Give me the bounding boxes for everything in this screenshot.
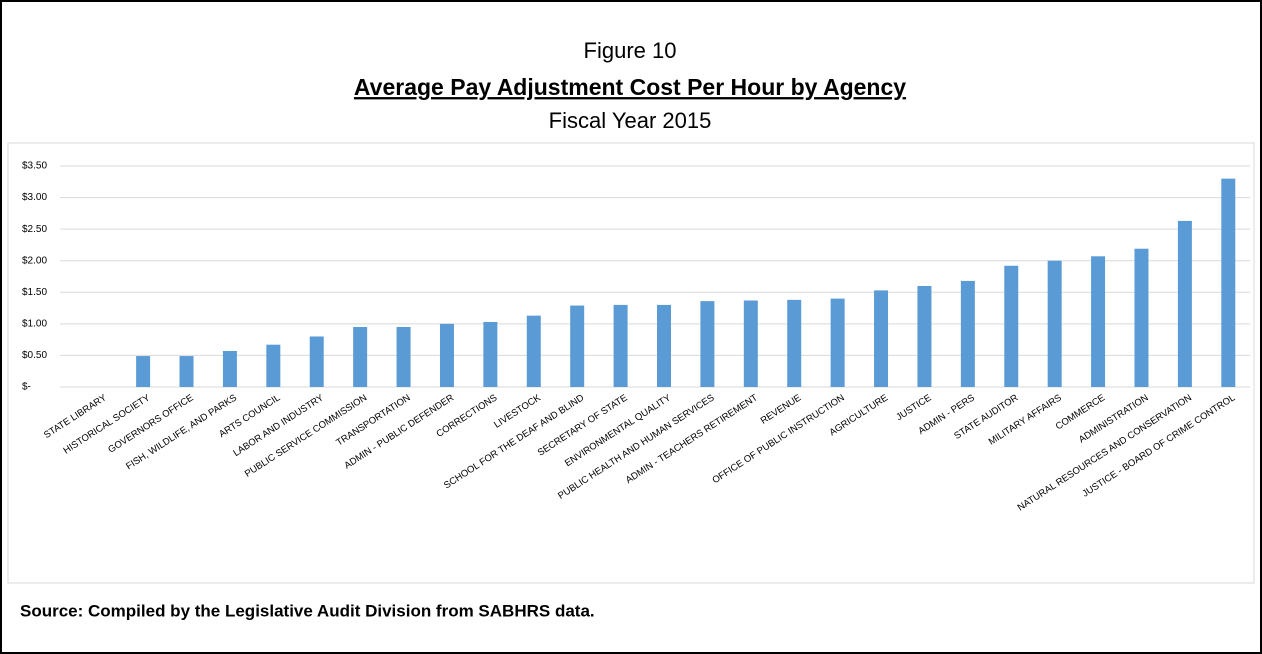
bar: [483, 321, 498, 387]
x-tick-label: JUSTICE: [894, 392, 933, 423]
x-tick-label: TRANSPORTATION: [334, 392, 412, 448]
bar: [266, 344, 281, 387]
y-tick-label: $2.00: [22, 255, 47, 266]
bar: [787, 299, 802, 387]
bar: [570, 305, 585, 387]
plot-frame: [7, 142, 1255, 584]
bar: [657, 304, 671, 387]
y-tick-label: $-: [22, 382, 31, 393]
bar: [1047, 260, 1062, 387]
figure-label: Figure 10: [584, 38, 677, 63]
y-tick-label: $1.00: [22, 318, 47, 329]
bar: [136, 356, 151, 387]
bar: [874, 290, 889, 387]
x-tick-label: MILITARY AFFAIRS: [987, 392, 1064, 447]
y-tick-label: $3.00: [22, 192, 47, 203]
y-tick-label: $1.50: [22, 287, 47, 298]
bar: [309, 336, 324, 387]
bar: [1091, 256, 1106, 387]
bar: [526, 315, 541, 387]
bar: [1134, 248, 1149, 387]
bar: [1221, 178, 1236, 387]
bar: [830, 298, 845, 387]
x-tick-label: PUBLIC HEALTH AND HUMAN SERVICES: [556, 392, 716, 501]
y-tick-label: $2.50: [22, 224, 47, 235]
bar: [353, 327, 368, 387]
bar: [1004, 265, 1019, 387]
y-tick-label: $3.50: [22, 161, 47, 172]
bar: [613, 304, 628, 387]
chart-subtitle: Fiscal Year 2015: [549, 108, 712, 133]
bar: [700, 301, 715, 387]
bar: [1177, 220, 1192, 387]
source-note: Source: Compiled by the Legislative Audi…: [20, 601, 595, 620]
bar: [179, 356, 194, 387]
bar: [222, 351, 237, 387]
bar: [743, 300, 758, 387]
bar: [396, 327, 411, 387]
bar: [960, 280, 975, 387]
bar: [917, 285, 932, 387]
bar: [439, 323, 454, 387]
y-tick-label: $0.50: [22, 350, 47, 361]
chart-title: Average Pay Adjustment Cost Per Hour by …: [354, 74, 906, 100]
